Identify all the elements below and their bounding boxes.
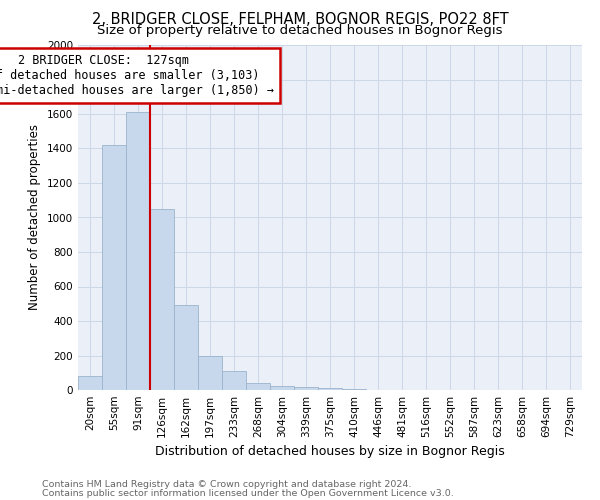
Bar (342, 388, 366, 390)
Bar (150, 209, 174, 390)
Text: 2, BRIDGER CLOSE, FELPHAM, BOGNOR REGIS, PO22 8FT: 2, BRIDGER CLOSE, FELPHAM, BOGNOR REGIS,… (92, 12, 508, 28)
Bar (174, 306, 198, 390)
Text: Size of property relative to detached houses in Bognor Regis: Size of property relative to detached ho… (97, 24, 503, 37)
Bar (294, 387, 318, 390)
Bar (126, 112, 150, 390)
Bar (198, 356, 222, 390)
Y-axis label: Number of detached properties: Number of detached properties (28, 124, 41, 310)
Bar (318, 388, 342, 390)
X-axis label: Distribution of detached houses by size in Bognor Regis: Distribution of detached houses by size … (155, 446, 505, 458)
Bar (246, 383, 270, 390)
Text: Contains HM Land Registry data © Crown copyright and database right 2024.: Contains HM Land Registry data © Crown c… (42, 480, 412, 489)
Bar (78, 376, 102, 390)
Bar (222, 371, 246, 390)
Text: Contains public sector information licensed under the Open Government Licence v3: Contains public sector information licen… (42, 488, 454, 498)
Bar (102, 145, 126, 390)
Text: 2 BRIDGER CLOSE:  127sqm
← 62% of detached houses are smaller (3,103)
37% of sem: 2 BRIDGER CLOSE: 127sqm ← 62% of detache… (0, 54, 274, 96)
Bar (270, 386, 294, 390)
